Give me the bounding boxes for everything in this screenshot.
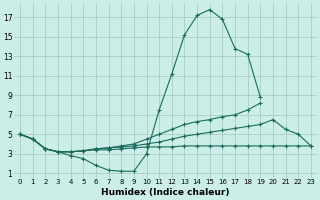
X-axis label: Humidex (Indice chaleur): Humidex (Indice chaleur) — [101, 188, 230, 197]
